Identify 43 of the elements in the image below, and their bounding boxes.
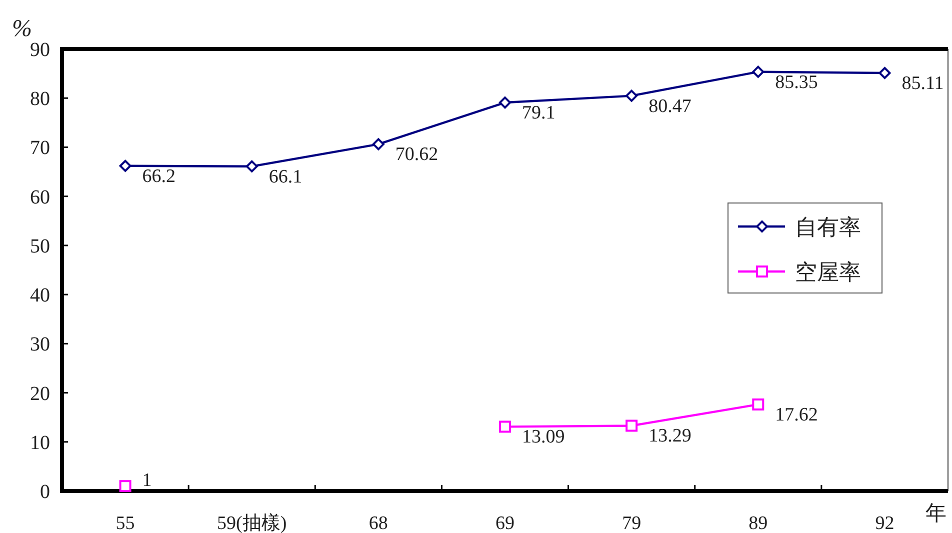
point — [626, 420, 638, 432]
y-tick-label: 30 — [30, 334, 50, 356]
y-tick-label: 40 — [30, 284, 50, 307]
x-tick-label: 69 — [496, 513, 514, 533]
point — [752, 66, 764, 78]
point — [499, 420, 511, 433]
x-tick-label: 68 — [368, 513, 388, 533]
data-label: 66.2 — [142, 166, 176, 187]
data-label: 80.47 — [648, 96, 692, 117]
data-label: 85.11 — [902, 73, 944, 94]
data-label: 13.29 — [648, 426, 692, 447]
y-tick-label: 0 — [40, 481, 50, 503]
data-label: 13.09 — [522, 426, 565, 448]
data-label: 66.1 — [268, 166, 302, 188]
y-tick-label: 90 — [30, 39, 50, 61]
legend-label: 空屋率 — [795, 260, 861, 284]
point — [878, 67, 891, 80]
y-tick-label: 10 — [30, 432, 50, 454]
point — [246, 160, 258, 172]
data-label: 1 — [142, 470, 152, 491]
y-tick-label: 20 — [30, 382, 50, 405]
point — [119, 480, 132, 492]
x-tick-label: 55 — [116, 513, 135, 533]
y-tick-label: 50 — [30, 235, 50, 258]
point — [752, 398, 764, 410]
point — [119, 160, 132, 172]
data-label: 85.35 — [775, 72, 818, 93]
x-tick-label: 79 — [622, 513, 642, 533]
y-axis-title: % — [12, 16, 32, 42]
x-tick-label: 59(抽樣) — [217, 512, 287, 533]
legend-label: 自有率 — [795, 214, 861, 240]
y-tick-label: 60 — [30, 186, 50, 208]
point — [372, 138, 384, 150]
point — [499, 96, 511, 109]
data-label: 79.1 — [522, 102, 556, 124]
point — [626, 90, 638, 102]
data-label: 70.62 — [395, 144, 438, 166]
y-tick-label: 80 — [30, 88, 50, 110]
x-axis-title: 年 — [926, 501, 946, 525]
y-tick-label: 70 — [30, 137, 50, 160]
x-tick-label: 92 — [875, 513, 894, 533]
data-label: 17.62 — [775, 404, 818, 426]
x-tick-label: 89 — [748, 513, 768, 533]
